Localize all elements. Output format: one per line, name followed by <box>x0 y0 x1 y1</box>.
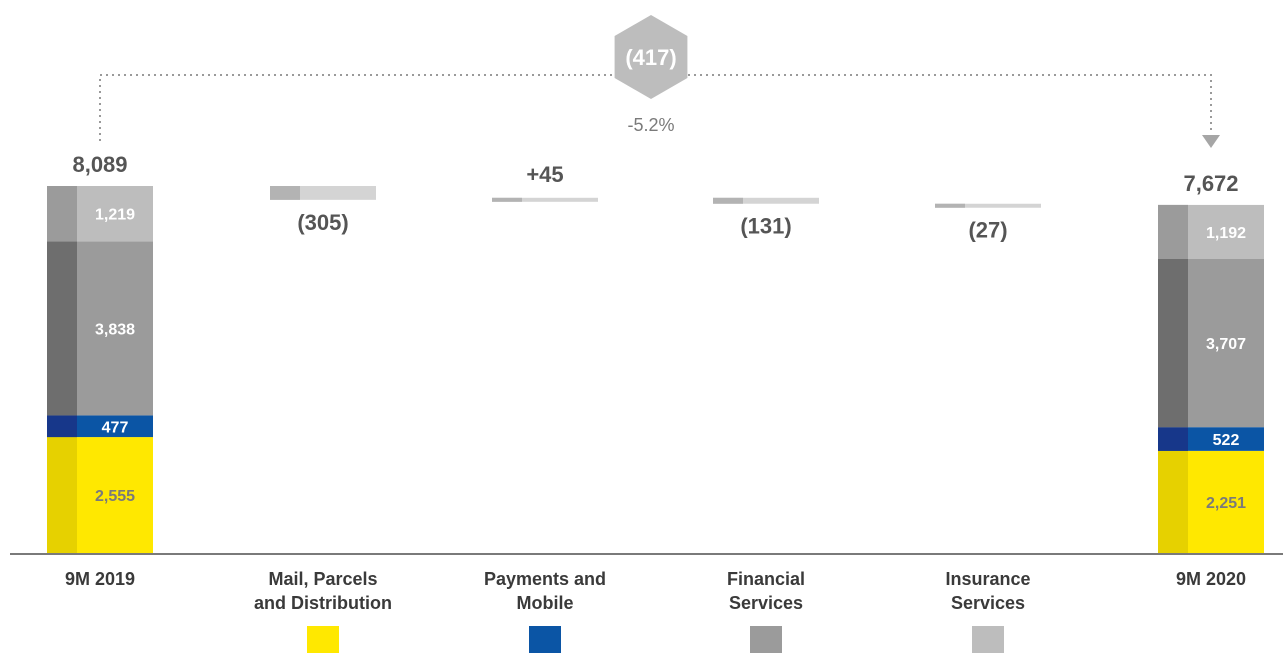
bar-segment-shade-0-3 <box>47 186 77 242</box>
change-label-2: (131) <box>740 214 791 239</box>
segment-label-1-1: 522 <box>1213 432 1240 449</box>
legend-swatch-1 <box>529 626 561 653</box>
legend-swatch-2 <box>750 626 782 653</box>
legend-swatch-3 <box>972 626 1004 653</box>
segment-label-0-0: 2,555 <box>95 488 135 505</box>
category-label-3: Financial Services <box>727 569 805 613</box>
bar-segment-shade-0-0 <box>47 437 77 553</box>
overall-change-percent: -5.2% <box>627 115 674 135</box>
category-label-line: Services <box>729 593 803 613</box>
change-label-0: (305) <box>297 210 348 235</box>
change-bar-shade-2 <box>713 197 743 204</box>
segment-label-0-3: 1,219 <box>95 207 135 224</box>
bar-segment-shade-1-2 <box>1158 259 1188 428</box>
segment-label-1-0: 2,251 <box>1206 495 1246 512</box>
category-label-line: Services <box>951 593 1025 613</box>
change-bar-1 <box>492 197 598 202</box>
category-label-5: 9M 2020 <box>1176 569 1246 589</box>
overall-change-label: (417) <box>625 45 676 70</box>
change-label-1: +45 <box>526 162 563 187</box>
total-label-0: 8,089 <box>72 152 127 177</box>
change-bar-3 <box>935 203 1041 208</box>
category-label-line: Mail, Parcels <box>268 569 377 589</box>
category-label-4: Insurance Services <box>945 569 1030 613</box>
change-bar-shade-0 <box>270 186 300 200</box>
bar-segment-shade-1-0 <box>1158 450 1188 553</box>
category-label-0: 9M 2019 <box>65 569 135 589</box>
category-label-line: and Distribution <box>254 593 392 613</box>
legend-swatch-0 <box>307 626 339 653</box>
change-bar-shade-1 <box>492 197 522 202</box>
bar-segment-shade-0-1 <box>47 415 77 438</box>
arrow-down-icon <box>1202 135 1220 148</box>
total-label-1: 7,672 <box>1183 171 1238 196</box>
category-label-line: Financial <box>727 569 805 589</box>
change-bar-2 <box>713 197 819 204</box>
category-label-line: 9M 2020 <box>1176 569 1246 589</box>
category-label-line: Mobile <box>517 593 574 613</box>
segment-label-0-2: 3,838 <box>95 321 135 338</box>
hexagon-badge <box>614 15 688 99</box>
bar-segment-shade-1-1 <box>1158 427 1188 451</box>
bar-segment-shade-0-2 <box>47 241 77 416</box>
segment-label-1-2: 3,707 <box>1206 336 1246 353</box>
category-label-line: Insurance <box>945 569 1030 589</box>
category-label-line: 9M 2019 <box>65 569 135 589</box>
category-label-line: Payments and <box>484 569 606 589</box>
bar-segment-shade-1-3 <box>1158 204 1188 260</box>
change-bar-shade-3 <box>935 203 965 208</box>
category-label-2: Payments and Mobile <box>484 569 606 613</box>
connector-line <box>99 74 1212 141</box>
change-label-3: (27) <box>968 218 1007 243</box>
segment-label-1-3: 1,192 <box>1206 225 1246 242</box>
category-label-1: Mail, Parcels and Distribution <box>254 569 392 613</box>
segment-label-0-1: 477 <box>102 419 129 436</box>
